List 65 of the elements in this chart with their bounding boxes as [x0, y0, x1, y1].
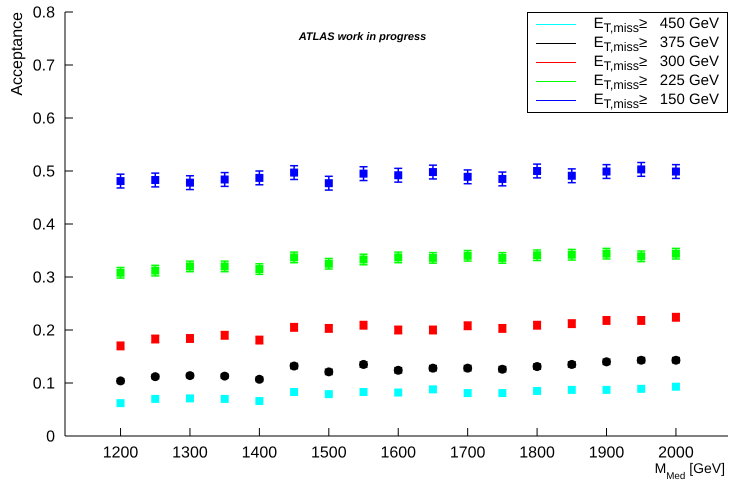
legend-label: E$_{T,miss}$≥ 225 GeV [594, 72, 719, 92]
point [464, 389, 472, 398]
point [255, 174, 264, 182]
point [220, 372, 230, 381]
point [498, 389, 506, 398]
point [672, 168, 680, 176]
point [394, 171, 402, 180]
point [220, 394, 229, 403]
point [116, 376, 126, 386]
legend-label: E$_{T,miss}$≥ 450 GeV [594, 14, 719, 34]
point [290, 168, 298, 177]
x-tick-label: 1900 [588, 444, 624, 462]
x-tick-label: 1200 [102, 444, 138, 462]
point [428, 385, 437, 394]
point [533, 167, 542, 175]
point [602, 386, 611, 394]
x-tick-label: 2000 [658, 444, 694, 462]
y-tick-label: 0.6 [32, 110, 56, 128]
point [602, 168, 611, 176]
y-tick-label: 0.3 [32, 270, 56, 287]
point [568, 386, 576, 394]
point [360, 388, 368, 396]
point [568, 172, 576, 180]
point [533, 386, 542, 395]
point [498, 174, 506, 183]
point [360, 170, 368, 178]
y-tick-label: 0.2 [32, 322, 56, 340]
x-tick-label: 1700 [450, 444, 486, 462]
point [464, 172, 472, 181]
point [186, 178, 194, 187]
point [637, 165, 646, 174]
y-axis-title: Acceptance [9, 12, 26, 96]
point [324, 390, 333, 398]
x-tick-label: 1800 [519, 444, 555, 462]
point [220, 175, 229, 184]
point [185, 371, 194, 380]
point [116, 399, 125, 408]
point [151, 394, 160, 403]
x-tick-label: 1400 [242, 444, 278, 462]
point [637, 384, 646, 393]
y-tick-label: 0.4 [32, 216, 56, 234]
legend-label: E$_{T,miss}$≥ 150 GeV [594, 90, 719, 110]
point [394, 388, 402, 397]
x-tick-label: 1300 [172, 444, 208, 462]
point [428, 168, 437, 176]
point [116, 177, 125, 186]
point [290, 388, 298, 396]
y-tick-label: 0.7 [32, 58, 56, 75]
point [151, 176, 160, 184]
x-tick-label: 1600 [380, 444, 416, 462]
point [672, 382, 680, 391]
annotation: ATLAS work in progress [298, 31, 426, 43]
point [186, 394, 194, 402]
point [151, 266, 160, 275]
x-axis-title: M$_{Med}$ [GeV] [654, 460, 725, 480]
y-tick-label: 0.8 [32, 4, 56, 22]
legend-label: E$_{T,miss}$≥ 300 GeV [594, 52, 719, 72]
legend-label: E$_{T,miss}$≥ 375 GeV [594, 34, 719, 54]
point [360, 256, 368, 264]
y-tick-label: 0.1 [32, 376, 56, 393]
y-tick-label: 0 [46, 428, 56, 446]
x-tick-label: 1500 [311, 444, 347, 462]
point [255, 397, 264, 406]
point [324, 179, 333, 188]
y-tick-label: 0.5 [32, 164, 56, 181]
